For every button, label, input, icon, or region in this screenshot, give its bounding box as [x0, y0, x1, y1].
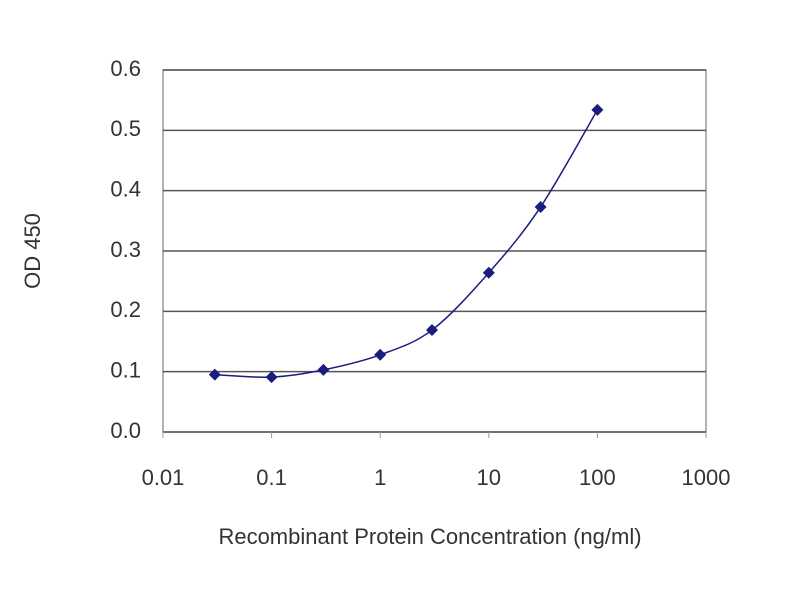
marker	[265, 371, 278, 384]
marker	[591, 103, 604, 116]
marker	[374, 348, 387, 361]
marker	[317, 363, 330, 376]
x-tick-label: 0.01	[142, 465, 185, 490]
marker	[482, 266, 495, 279]
x-tick-label: 1	[374, 465, 386, 490]
y-tick-label: 0.4	[110, 176, 141, 201]
x-tick-label: 1000	[682, 465, 731, 490]
marker	[208, 368, 221, 381]
y-tick-label: 0.2	[110, 297, 141, 322]
y-tick-label: 0.3	[110, 237, 141, 262]
y-tick-label: 0.1	[110, 357, 141, 382]
x-tick-label: 100	[579, 465, 616, 490]
marker	[426, 324, 439, 337]
x-tick-label: 10	[477, 465, 501, 490]
x-axis-label: Recombinant Protein Concentration (ng/ml…	[218, 524, 641, 549]
y-tick-label: 0.5	[110, 116, 141, 141]
x-tick-label: 0.1	[256, 465, 287, 490]
y-tick-label: 0.6	[110, 56, 141, 81]
y-axis-label: OD 450	[20, 213, 45, 289]
marker	[534, 200, 547, 213]
y-tick-label: 0.0	[110, 418, 141, 443]
